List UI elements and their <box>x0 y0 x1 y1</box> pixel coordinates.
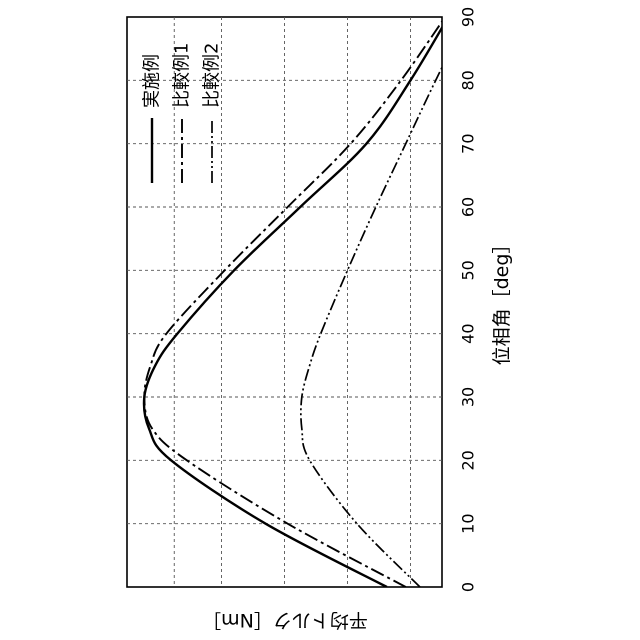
legend-label-2: 比較例1 <box>172 43 193 108</box>
x-tick-labels: 0 10 20 30 40 50 60 70 80 90 <box>459 7 478 592</box>
x-tick-label: 70 <box>459 133 478 153</box>
x-axis-title: 位相角［deg］ <box>491 235 513 366</box>
x-tick-label: 90 <box>459 7 478 27</box>
y-axis-title: 平均トルク［Nm］ <box>202 609 368 631</box>
x-tick-label: 30 <box>459 387 478 407</box>
legend: 実施例比較例1 比較例2 <box>142 43 223 183</box>
x-tick-label: 0 <box>459 582 478 592</box>
x-tick-label: 40 <box>459 323 478 343</box>
legend-label-1: 実施例 <box>142 54 163 108</box>
x-tick-label: 80 <box>459 70 478 90</box>
x-tick-label: 60 <box>459 197 478 217</box>
x-tick-label: 10 <box>459 513 478 533</box>
x-tick-label: 20 <box>459 450 478 470</box>
legend-label-3: 比較例2 <box>202 43 223 108</box>
x-tick-label: 50 <box>459 260 478 280</box>
